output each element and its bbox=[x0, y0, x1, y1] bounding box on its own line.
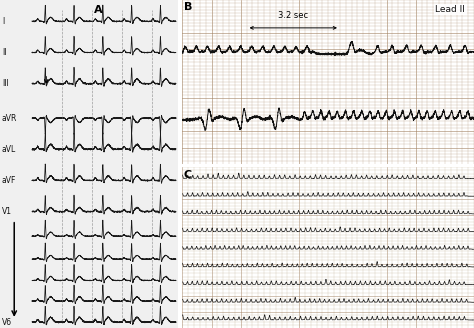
Text: I: I bbox=[2, 17, 4, 26]
Text: B: B bbox=[184, 3, 192, 12]
Text: V1: V1 bbox=[2, 207, 12, 216]
Text: 3.2 sec: 3.2 sec bbox=[278, 11, 308, 20]
Text: A: A bbox=[93, 5, 102, 15]
Text: C: C bbox=[184, 170, 192, 180]
Text: III: III bbox=[2, 79, 9, 88]
Text: Lead II: Lead II bbox=[436, 5, 465, 14]
Text: V6: V6 bbox=[2, 318, 12, 327]
Text: aVF: aVF bbox=[2, 176, 16, 185]
Text: aVR: aVR bbox=[2, 113, 17, 123]
Text: II: II bbox=[2, 48, 6, 57]
Text: aVL: aVL bbox=[2, 145, 16, 154]
